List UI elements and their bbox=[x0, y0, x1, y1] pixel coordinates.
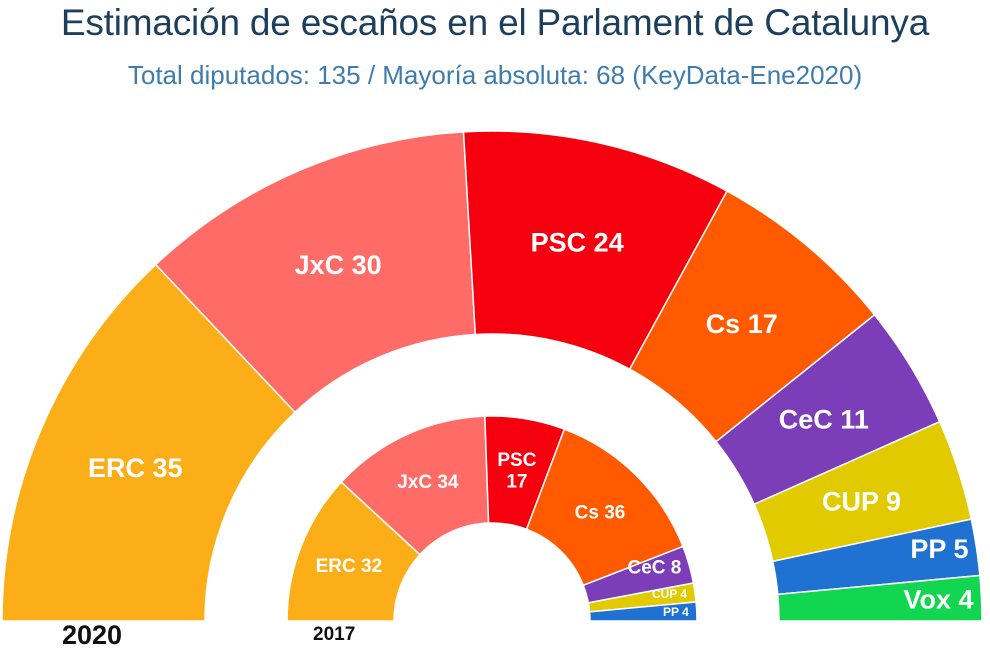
slice-2020-psc bbox=[462, 130, 729, 371]
slice-2017-erc bbox=[286, 481, 421, 622]
year-label-2020: 2020 bbox=[62, 620, 123, 650]
slice-label-2020-jxc: JxC 30 bbox=[295, 250, 382, 280]
slice-label-2017-jxc: JxC 34 bbox=[397, 472, 459, 493]
year-label-2017: 2017 bbox=[313, 624, 356, 645]
slice-label-2020-vox: Vox 4 bbox=[903, 584, 973, 614]
chart-subtitle: Total diputados: 135 / Mayoría absoluta:… bbox=[127, 60, 863, 90]
slice-2017-pp bbox=[588, 601, 698, 622]
ring-2017: ERC 32 JxC 34 PSC 17 Cs 36 CeC 8 CUP 4 PP 4 bbox=[286, 415, 698, 622]
slice-label-2017-cec: CeC 8 bbox=[628, 558, 682, 579]
slice-2017-cs bbox=[525, 428, 684, 587]
slice-2020-vox bbox=[776, 574, 983, 622]
slice-label-2020-cup: CUP 9 bbox=[822, 487, 901, 517]
slice-label-2020-pp: PP 5 bbox=[910, 534, 968, 564]
slice-label-2020-erc: ERC 35 bbox=[88, 453, 183, 483]
slice-label-2017-pp: PP 4 bbox=[663, 605, 689, 619]
ring-2020: ERC 35 JxC 30 PSC 24 Cs 17 CeC 11 CUP 9 PP 5 Vo… bbox=[1, 130, 983, 622]
slice-label-2017-erc: ERC 32 bbox=[316, 556, 383, 577]
slice-label-2017-psc: PSC 17 bbox=[497, 450, 536, 493]
slice-2020-jxc bbox=[154, 131, 477, 414]
slice-2020-erc bbox=[1, 263, 297, 622]
slice-2017-jxc bbox=[340, 415, 490, 556]
slice-label-2020-cec: CeC 11 bbox=[779, 405, 869, 435]
slice-label-2017-cup: CUP 4 bbox=[652, 587, 687, 601]
slice-label-2020-cs: Cs 17 bbox=[706, 309, 778, 339]
slice-label-2020-psc: PSC 24 bbox=[531, 228, 624, 258]
chart-title: Estimación de escaños en el Parlament de… bbox=[60, 2, 930, 43]
slice-label-2017-cs: Cs 36 bbox=[575, 503, 626, 524]
